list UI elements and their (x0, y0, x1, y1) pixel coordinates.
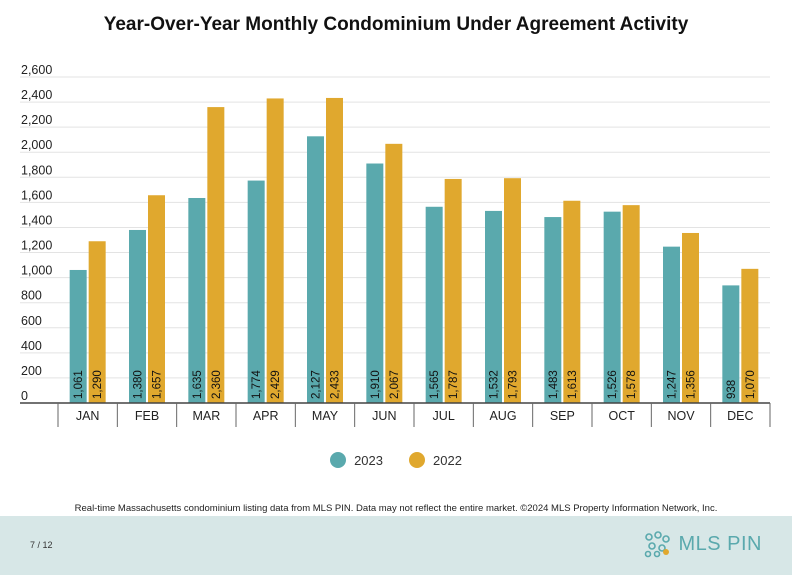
page-number: 7 / 12 (30, 540, 53, 550)
legend: 2023 2022 (0, 452, 792, 468)
footer: 7 / 12 MLS PIN (0, 516, 792, 575)
data-label: 1,247 (667, 370, 679, 399)
x-tick-label: NOV (667, 409, 695, 423)
data-label: 1,532 (489, 370, 501, 399)
x-tick-label: DEC (727, 409, 753, 423)
data-label: 2,067 (389, 370, 401, 399)
data-label: 1,290 (92, 370, 104, 399)
data-label: 2,429 (270, 370, 282, 399)
bar (188, 197, 206, 403)
y-tick-label: 2,600 (21, 63, 52, 77)
data-label: 1,380 (133, 370, 145, 399)
data-label: 938 (726, 380, 738, 399)
bar (247, 180, 265, 403)
x-tick-label: MAY (312, 409, 339, 423)
y-tick-label: 200 (21, 364, 42, 378)
y-tick-label: 1,000 (21, 264, 52, 278)
bar (563, 200, 581, 403)
data-label: 1,910 (370, 370, 382, 399)
mls-pin-logo-icon (645, 531, 671, 558)
data-label: 1,061 (73, 370, 85, 399)
x-tick-label: APR (253, 409, 279, 423)
legend-swatch-2023 (330, 452, 347, 468)
legend-item-2023: 2023 (330, 452, 383, 468)
bar (741, 268, 759, 403)
bar (307, 136, 324, 403)
bar (544, 217, 562, 403)
y-tick-label: 0 (21, 389, 28, 403)
data-label: 2,360 (211, 370, 223, 399)
legend-label-2022: 2022 (433, 452, 462, 468)
legend-swatch-2022 (409, 452, 425, 468)
bar (444, 178, 462, 403)
bar (148, 195, 165, 403)
bar (207, 107, 225, 403)
bar (603, 211, 621, 403)
x-tick-label: AUG (489, 409, 516, 423)
data-label: 1,578 (626, 370, 638, 399)
data-label: 1,787 (448, 370, 460, 399)
data-label: 1,635 (192, 370, 204, 399)
data-label: 1,356 (686, 370, 698, 399)
y-tick-label: 1,200 (21, 239, 52, 253)
x-tick-label: OCT (608, 409, 635, 423)
y-tick-label: 2,400 (21, 88, 52, 102)
bar (622, 205, 640, 403)
y-tick-label: 1,400 (21, 213, 52, 227)
y-tick-label: 1,800 (21, 163, 52, 177)
data-label: 1,483 (548, 370, 560, 399)
bar (722, 285, 740, 403)
x-tick-label: MAR (192, 409, 220, 423)
x-tick-label: JUL (433, 409, 455, 423)
mls-pin-logo: MLS PIN (642, 530, 762, 558)
y-tick-label: 2,200 (21, 113, 52, 127)
bar (326, 97, 343, 403)
bar (504, 178, 521, 403)
bar (385, 143, 403, 403)
y-tick-label: 2,000 (21, 138, 52, 152)
bar (485, 210, 502, 403)
bar (88, 241, 106, 403)
bar-chart: 0 200 400 600 800 1,000 1,200 1,400 1,600 1,800 2,… (20, 63, 771, 427)
data-label: 1,070 (745, 370, 757, 399)
source-footnote: Real-time Massachusetts condominium list… (74, 503, 718, 514)
data-label: 2,127 (311, 370, 323, 399)
legend-label-2023: 2023 (354, 452, 383, 468)
data-label: 1,613 (567, 370, 579, 399)
bar (266, 98, 284, 403)
logo-text: MLS PIN (678, 532, 762, 555)
data-label: 1,526 (607, 370, 619, 399)
y-tick-label: 800 (21, 289, 42, 303)
bar (69, 269, 87, 403)
data-label: 2,433 (330, 370, 342, 399)
data-label: 1,774 (251, 370, 263, 399)
x-tick-label: FEB (135, 409, 159, 423)
bar (682, 232, 699, 403)
data-label: 1,793 (508, 370, 520, 399)
data-label: 1,657 (152, 370, 164, 399)
bar (366, 163, 384, 403)
bar (663, 246, 680, 403)
bar (425, 206, 443, 403)
x-tick-label: SEP (550, 409, 575, 423)
bar (129, 229, 146, 403)
legend-item-2022: 2022 (409, 452, 462, 468)
y-tick-label: 600 (21, 314, 42, 328)
x-tick-label: JUN (372, 409, 396, 423)
data-label: 1,565 (429, 370, 441, 399)
chart-title: Year-Over-Year Monthly Condominium Under… (103, 14, 689, 35)
y-tick-label: 1,600 (21, 188, 52, 202)
y-tick-label: 400 (21, 339, 42, 353)
x-tick-label: JAN (76, 409, 100, 423)
